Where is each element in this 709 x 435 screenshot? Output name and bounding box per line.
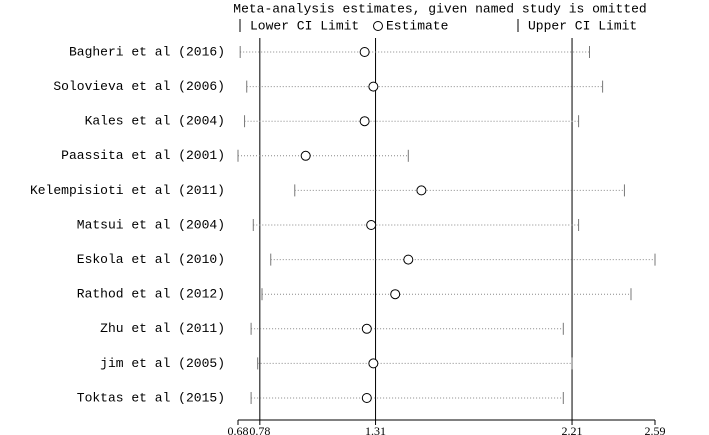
x-tick-label: 2.59 bbox=[645, 424, 666, 435]
estimate-marker bbox=[368, 358, 379, 369]
study-label: Toktas et al (2015) bbox=[77, 390, 225, 405]
legend-label: Estimate bbox=[386, 18, 448, 33]
study-label: Solovieva et al (2006) bbox=[53, 79, 225, 94]
legend-label: Lower CI Limit bbox=[250, 18, 359, 33]
study-label: Matsui et al (2004) bbox=[77, 217, 225, 232]
study-label: Kelempisioti et al (2011) bbox=[30, 183, 225, 198]
study-label: Bagheri et al (2016) bbox=[69, 44, 225, 59]
x-tick-label: 2.21 bbox=[562, 424, 583, 435]
estimate-marker bbox=[361, 323, 372, 334]
estimate-marker bbox=[403, 254, 414, 265]
x-tick-label: 0.78 bbox=[249, 424, 270, 435]
estimate-marker bbox=[359, 47, 370, 57]
estimate-marker bbox=[368, 81, 379, 92]
estimate-marker bbox=[361, 393, 372, 403]
chart-title: Meta-analysis estimates, given named stu… bbox=[233, 1, 646, 16]
legend-estimate-symbol bbox=[373, 21, 383, 31]
study-label: Eskola et al (2010) bbox=[77, 252, 225, 267]
study-label: Paassita et al (2001) bbox=[61, 148, 225, 163]
study-label: Rathod et al (2012) bbox=[77, 287, 225, 302]
x-tick-label: 1.31 bbox=[365, 424, 386, 435]
estimate-marker bbox=[359, 116, 370, 127]
study-label: Kales et al (2004) bbox=[85, 114, 225, 129]
legend-label: Upper CI Limit bbox=[528, 18, 637, 33]
estimate-marker bbox=[366, 220, 377, 230]
study-label: jim et al (2005) bbox=[100, 356, 225, 371]
estimate-marker bbox=[416, 185, 427, 196]
study-label: Zhu et al (2011) bbox=[100, 321, 225, 336]
estimate-marker bbox=[300, 150, 311, 161]
estimate-marker bbox=[390, 289, 401, 300]
x-tick-label: 0.68 bbox=[228, 424, 249, 435]
